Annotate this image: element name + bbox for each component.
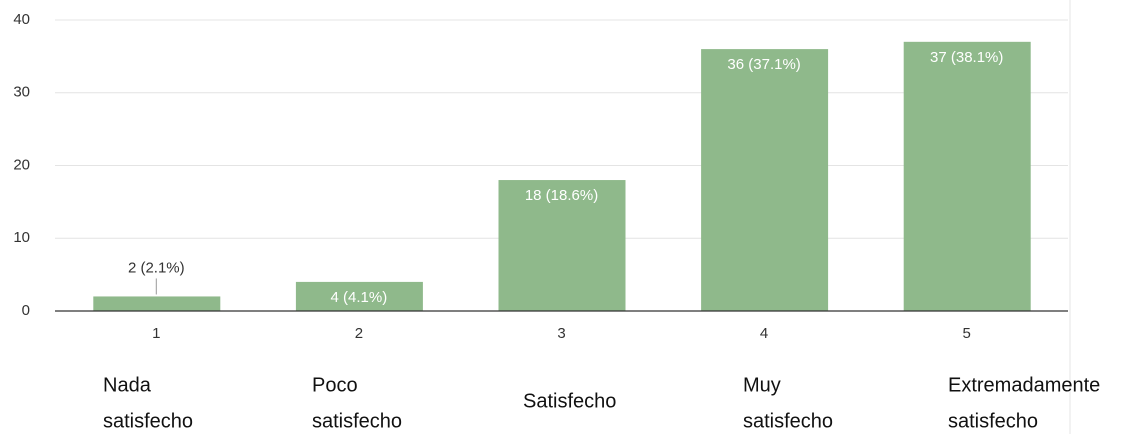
bar (295, 281, 423, 311)
x-tick-label: 2 (355, 325, 363, 342)
y-tick-label: 30 (13, 84, 30, 101)
category-description: satisfecho (103, 410, 193, 432)
value-label: 36 (37.1%) (727, 56, 800, 73)
x-tick-label: 3 (557, 325, 565, 342)
y-tick-label: 0 (22, 302, 30, 319)
x-tick-label: 4 (760, 325, 768, 342)
category-description: satisfecho (743, 410, 833, 432)
bar (93, 296, 221, 311)
category-description: Muy (743, 374, 781, 396)
value-label: 18 (18.6%) (525, 187, 598, 204)
category-description: satisfecho (312, 410, 402, 432)
bar (903, 41, 1031, 311)
y-tick-label: 10 (13, 229, 30, 246)
bar (701, 49, 829, 311)
category-description: Extremadamente (948, 374, 1100, 396)
bar (498, 180, 626, 311)
category-description: satisfecho (948, 410, 1038, 432)
category-description: Poco (312, 374, 358, 396)
x-tick-label: 5 (963, 325, 971, 342)
y-tick-label: 20 (13, 156, 30, 173)
x-tick-label: 1 (152, 325, 160, 342)
y-tick-label: 40 (13, 11, 30, 28)
value-label: 2 (2.1%) (128, 259, 185, 276)
category-description: Nada (103, 374, 152, 396)
value-label: 37 (38.1%) (930, 49, 1003, 66)
category-description: Satisfecho (523, 390, 616, 412)
value-label: 4 (4.1%) (331, 289, 388, 306)
